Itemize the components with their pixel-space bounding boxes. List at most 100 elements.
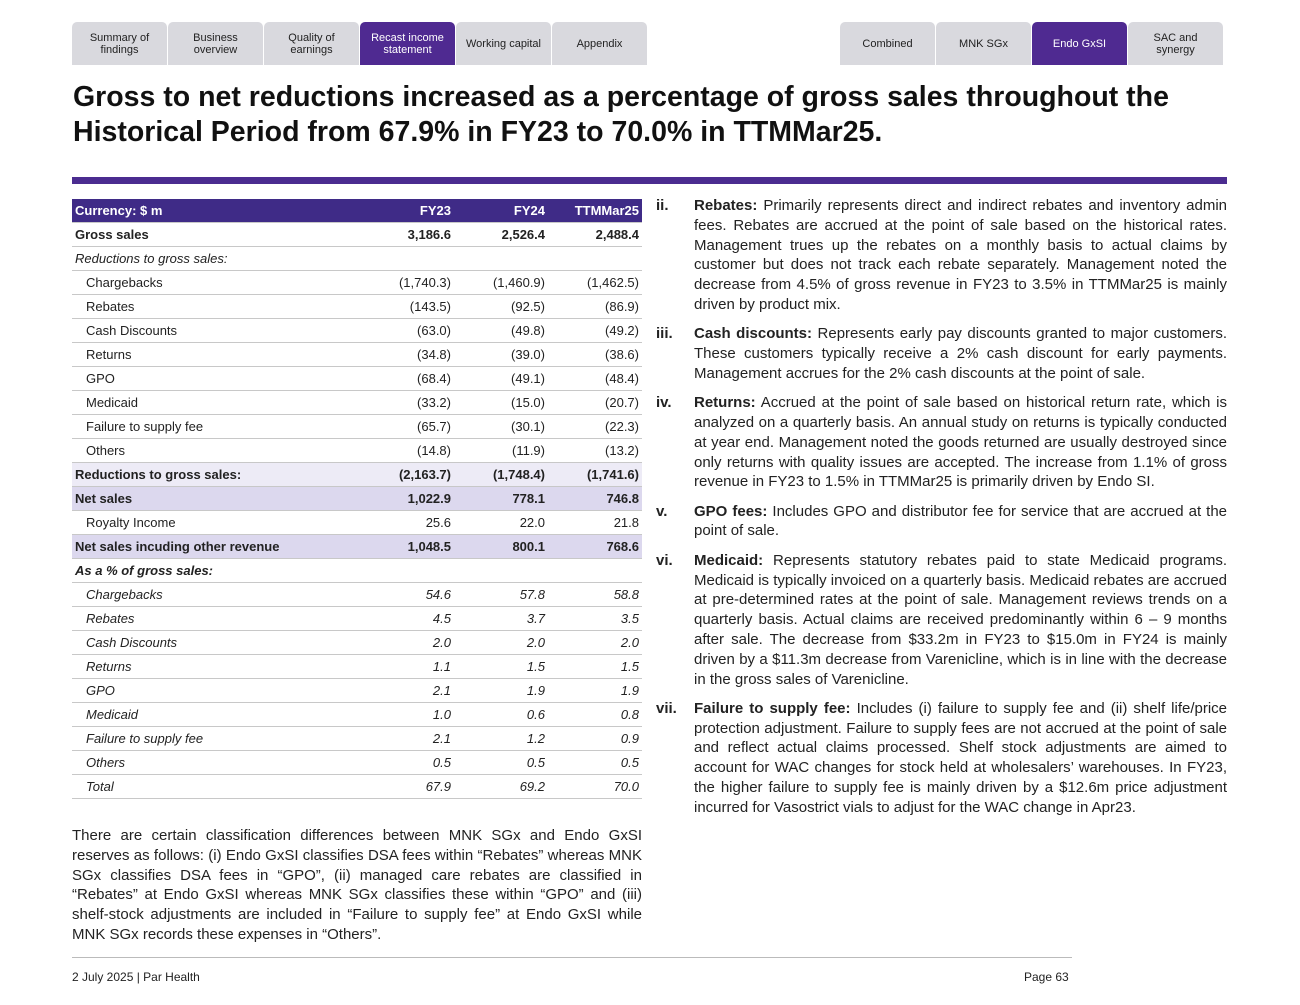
value-cell: 25.6 bbox=[360, 510, 454, 535]
item-body: Returns: Accrued at the point of sale ba… bbox=[694, 393, 1227, 492]
item-body: Rebates: Primarily represents direct and… bbox=[694, 196, 1227, 315]
value-cell: (33.2) bbox=[360, 390, 454, 415]
explanation: iv. Returns: Accrued at the point of sale… bbox=[656, 393, 1227, 492]
item-number: vi. bbox=[656, 551, 673, 569]
value-cell: (63.0) bbox=[360, 318, 454, 343]
nav-tab[interactable]: Endo GxSI bbox=[1032, 22, 1127, 65]
table-row: Others 0.5 0.5 0.5 bbox=[72, 750, 642, 775]
value-cell: (30.1) bbox=[454, 414, 548, 439]
nav-tab[interactable]: Combined bbox=[840, 22, 935, 65]
value-cell: (1,741.6) bbox=[548, 462, 642, 487]
value-cell: 3.7 bbox=[454, 606, 548, 631]
value-cell: (1,462.5) bbox=[548, 270, 642, 295]
item-body: Medicaid: Represents statutory rebates p… bbox=[694, 551, 1227, 690]
value-cell: 0.5 bbox=[454, 750, 548, 775]
table-row: Rebates 4.5 3.7 3.5 bbox=[72, 606, 642, 631]
label-cell: Net sales incuding other revenue bbox=[72, 534, 360, 559]
item-body: GPO fees: Includes GPO and distributor f… bbox=[694, 502, 1227, 542]
label-cell: GPO bbox=[72, 678, 360, 703]
nav-tab[interactable]: Recast income statement bbox=[360, 22, 455, 65]
value-cell: (1,740.3) bbox=[360, 270, 454, 295]
item-label: Cash discounts: bbox=[694, 325, 813, 343]
table-row: Returns 1.1 1.5 1.5 bbox=[72, 654, 642, 679]
value-cell: 1.1 bbox=[360, 654, 454, 679]
value-cell: 1,048.5 bbox=[360, 534, 454, 559]
item-number: v. bbox=[656, 502, 668, 520]
value-cell: 768.6 bbox=[548, 534, 642, 559]
value-cell: 2.0 bbox=[454, 630, 548, 655]
value-cell: (22.3) bbox=[548, 414, 642, 439]
value-cell: 54.6 bbox=[360, 582, 454, 607]
value-cell: 2.1 bbox=[360, 726, 454, 751]
value-cell: 70.0 bbox=[548, 774, 642, 799]
nav-tab[interactable]: MNK SGx bbox=[936, 22, 1031, 65]
label-cell: Cash Discounts bbox=[72, 630, 360, 655]
table-row: GPO 2.1 1.9 1.9 bbox=[72, 678, 642, 703]
value-cell: 58.8 bbox=[548, 582, 642, 607]
page-title: Gross to net reductions increased as a p… bbox=[73, 81, 1169, 148]
value-cell: (11.9) bbox=[454, 438, 548, 463]
explanation: vii. Failure to supply fee: Includes (i) … bbox=[656, 699, 1227, 818]
title-rule bbox=[72, 177, 1227, 184]
value-cell: 2,488.4 bbox=[548, 222, 642, 247]
nav-tab[interactable]: Appendix bbox=[552, 22, 647, 65]
label-cell: Chargebacks bbox=[72, 582, 360, 607]
table-row: Failure to supply fee 2.1 1.2 0.9 bbox=[72, 726, 642, 751]
value-cell: 0.6 bbox=[454, 702, 548, 727]
section-nav: Summary of findings Business overview Qual… bbox=[72, 22, 647, 65]
label-cell: Reductions to gross sales: bbox=[72, 246, 642, 271]
nav-tab[interactable]: Business overview bbox=[168, 22, 263, 65]
nav-tab[interactable]: Quality of earnings bbox=[264, 22, 359, 65]
label-cell: Failure to supply fee bbox=[72, 726, 360, 751]
value-cell: 2,526.4 bbox=[454, 222, 548, 247]
table-row: Net sales 1,022.9 778.1 746.8 bbox=[72, 486, 642, 511]
item-number: ii. bbox=[656, 197, 669, 214]
value-cell: (143.5) bbox=[360, 294, 454, 319]
label-cell: Medicaid bbox=[72, 390, 360, 415]
item-body: Cash discounts: Represents early pay dis… bbox=[694, 324, 1227, 383]
page-number: Page 63 bbox=[1024, 970, 1069, 984]
label-cell: Rebates bbox=[72, 294, 360, 319]
value-cell: 3,186.6 bbox=[360, 222, 454, 247]
value-cell: 3.5 bbox=[548, 606, 642, 631]
item-label: GPO fees: bbox=[694, 502, 768, 520]
item-number: iii. bbox=[656, 325, 673, 343]
value-cell: (68.4) bbox=[360, 366, 454, 391]
label-cell: Others bbox=[72, 750, 360, 775]
value-cell: (1,748.4) bbox=[454, 462, 548, 487]
nav-tab[interactable]: SAC and synergy bbox=[1128, 22, 1223, 65]
value-cell: 1.9 bbox=[454, 678, 548, 703]
value-cell: (20.7) bbox=[548, 390, 642, 415]
label-cell: Returns bbox=[72, 654, 360, 679]
item-text: Includes GPO and distributor fee for ser… bbox=[694, 502, 1228, 540]
value-cell: (13.2) bbox=[548, 438, 642, 463]
label-cell: Reductions to gross sales: bbox=[72, 462, 360, 487]
nav-tab[interactable]: Working capital bbox=[456, 22, 551, 65]
note: There are certain classification differe… bbox=[72, 827, 642, 943]
label-cell: Others bbox=[72, 438, 360, 463]
header-cell: FY24 bbox=[454, 199, 548, 223]
value-cell: 1.9 bbox=[548, 678, 642, 703]
item-text: Includes (i) failure to supply fee and (… bbox=[694, 699, 1228, 816]
value-cell: 67.9 bbox=[360, 774, 454, 799]
value-cell: 22.0 bbox=[454, 510, 548, 535]
nav-tab[interactable]: Summary of findings bbox=[72, 22, 167, 65]
label-cell: As a % of gross sales: bbox=[72, 558, 642, 583]
value-cell: 0.9 bbox=[548, 726, 642, 751]
item-text: Represents statutory rebates paid to sta… bbox=[694, 551, 1227, 688]
value-cell: (38.6) bbox=[548, 342, 642, 367]
table-row: Others (14.8) (11.9) (13.2) bbox=[72, 438, 642, 463]
value-cell: (34.8) bbox=[360, 342, 454, 367]
table-row: GPO (68.4) (49.1) (48.4) bbox=[72, 366, 642, 391]
value-cell: 57.8 bbox=[454, 582, 548, 607]
entity-nav: Combined MNK SGx Endo GxSI SAC and synergy bbox=[840, 22, 1223, 65]
label-cell: Rebates bbox=[72, 606, 360, 631]
label-cell: Net sales bbox=[72, 486, 360, 511]
item-label: Rebates: bbox=[694, 197, 758, 214]
label-cell: Chargebacks bbox=[72, 270, 360, 295]
value-cell: (92.5) bbox=[454, 294, 548, 319]
value-cell: 0.5 bbox=[360, 750, 454, 775]
value-cell: 746.8 bbox=[548, 486, 642, 511]
value-cell: 0.5 bbox=[548, 750, 642, 775]
